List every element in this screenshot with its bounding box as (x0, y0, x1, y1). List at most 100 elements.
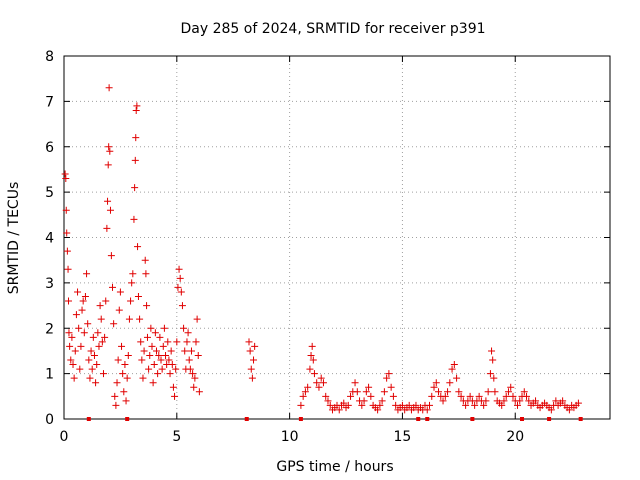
data-point (387, 383, 395, 391)
data-point (178, 302, 186, 310)
data-point (322, 392, 330, 400)
x-tick-label: 20 (506, 429, 524, 445)
data-point (475, 392, 483, 400)
data-point (98, 338, 106, 346)
data-point-zero (470, 417, 475, 421)
data-point (104, 161, 112, 169)
y-axis-label: SRMTID / TECUs (6, 182, 22, 295)
data-point (315, 383, 323, 391)
data-point (119, 370, 127, 378)
data-point (319, 379, 327, 387)
y-tick-label: 5 (45, 185, 54, 201)
data-point (525, 397, 533, 405)
data-point (513, 401, 521, 409)
data-point (134, 243, 142, 251)
data-point (185, 356, 193, 364)
data-point (457, 392, 465, 400)
data-point (187, 347, 195, 355)
data-point (441, 392, 449, 400)
data-point (142, 270, 150, 278)
data-point (88, 365, 96, 373)
data-point (490, 374, 498, 382)
data-point (324, 397, 332, 405)
data-point (374, 406, 382, 414)
data-point (64, 265, 72, 273)
data-point (87, 347, 95, 355)
data-point (92, 379, 100, 387)
data-point (509, 392, 517, 400)
data-point (423, 406, 431, 414)
data-point (154, 370, 162, 378)
data-point (121, 361, 129, 369)
data-point (125, 315, 133, 323)
data-point (353, 388, 361, 396)
data-point (165, 356, 173, 364)
data-point (127, 297, 135, 305)
data-point (106, 206, 114, 214)
data-point (84, 320, 92, 328)
data-point (351, 379, 359, 387)
data-point (137, 338, 145, 346)
data-point (462, 401, 470, 409)
data-point (90, 351, 98, 359)
data-point (574, 399, 582, 407)
data-point (134, 292, 142, 300)
data-point (175, 265, 183, 273)
data-point (412, 401, 420, 409)
data-point (392, 401, 400, 409)
data-point (128, 279, 136, 287)
data-point (85, 356, 93, 364)
data-point (435, 388, 443, 396)
data-point-zero (547, 417, 552, 421)
data-point (383, 374, 391, 382)
data-point (326, 401, 334, 409)
data-point (389, 392, 397, 400)
data-point (308, 342, 316, 350)
data-point (193, 315, 201, 323)
y-tick-label: 4 (45, 231, 54, 247)
data-point (173, 338, 181, 346)
data-point (136, 315, 144, 323)
data-point (67, 356, 75, 364)
data-point (376, 401, 384, 409)
data-point (129, 270, 137, 278)
data-point (428, 392, 436, 400)
data-point (69, 361, 77, 369)
data-point (115, 306, 123, 314)
data-point-zero (520, 417, 525, 421)
data-point (164, 338, 172, 346)
data-point (491, 388, 499, 396)
data-point (189, 370, 197, 378)
data-point (65, 329, 73, 337)
data-point (250, 356, 258, 364)
data-point (132, 106, 140, 114)
x-tick-label: 10 (281, 429, 299, 445)
data-point (313, 379, 321, 387)
data-point (340, 399, 348, 407)
data-series (61, 84, 583, 421)
data-point (444, 388, 452, 396)
data-point (149, 379, 157, 387)
data-point (480, 401, 488, 409)
data-point (96, 302, 104, 310)
data-point (335, 406, 343, 414)
data-point (72, 311, 80, 319)
data-point (360, 397, 368, 405)
data-point (245, 338, 253, 346)
data-point-zero (298, 417, 303, 421)
data-point (180, 324, 188, 332)
data-point (507, 383, 515, 391)
y-tick-label: 3 (45, 276, 54, 292)
data-point (385, 370, 393, 378)
data-point (139, 374, 147, 382)
data-point (94, 329, 102, 337)
data-point (309, 356, 317, 364)
data-point (301, 388, 309, 396)
data-point (104, 197, 112, 205)
data-point (186, 365, 194, 373)
data-point (153, 347, 161, 355)
data-point (547, 406, 555, 414)
data-point (516, 397, 524, 405)
data-point (86, 374, 94, 382)
data-point (306, 365, 314, 373)
